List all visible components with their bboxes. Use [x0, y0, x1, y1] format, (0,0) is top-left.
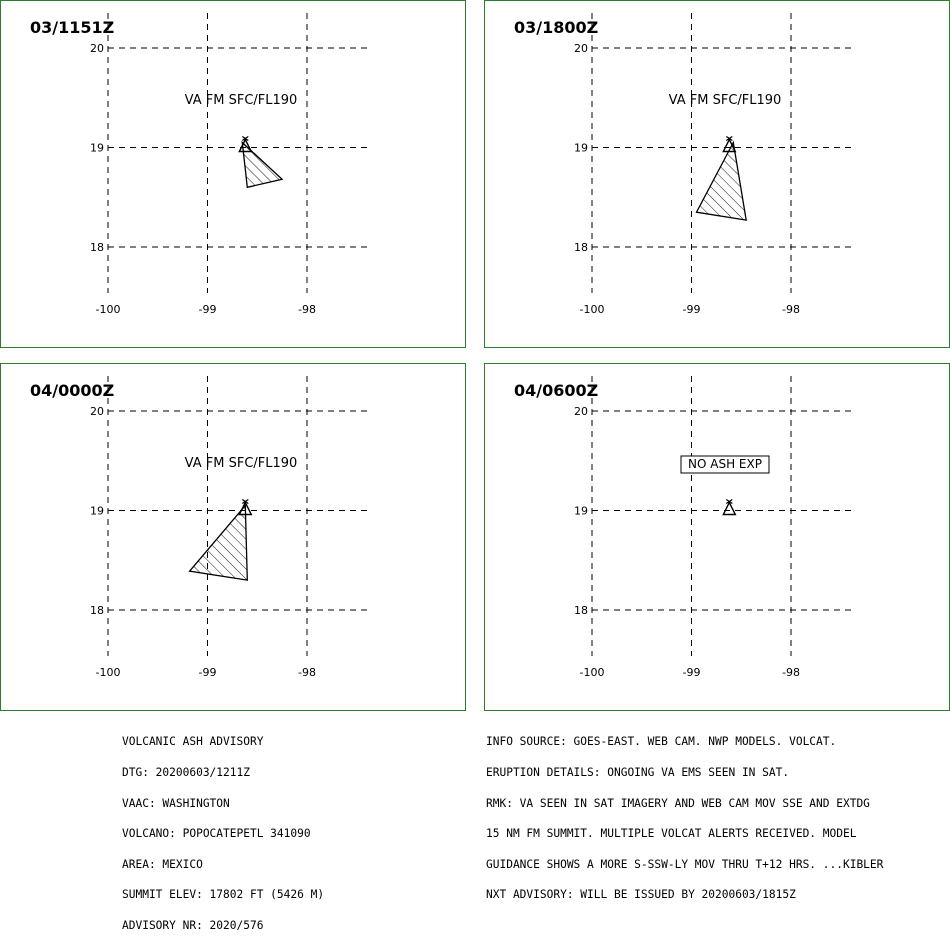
panel-time-label: 04/0000Z: [30, 381, 115, 400]
lon-tick-label: -99: [683, 666, 701, 679]
volcano-triangle-icon: [238, 136, 253, 153]
lon-tick-label: -99: [199, 666, 217, 679]
advisory-line: DTG: 20200603/1211Z: [122, 766, 250, 779]
ash-cloud-polygon: [241, 140, 284, 189]
lat-tick-label: 19: [574, 142, 588, 155]
lon-tick-label: -100: [580, 303, 605, 316]
ash-level-label: VA FM SFC/FL190: [185, 456, 298, 471]
panel-time-label: 03/1151Z: [30, 18, 115, 37]
volcano-triangle-icon: [722, 499, 737, 516]
lat-tick-label: 18: [574, 604, 588, 617]
map-panel-3: 20 19 18 -100 -99 -98 VA FM SFC/FL190 04/0000Z: [0, 363, 466, 711]
lon-tick-label: -98: [298, 303, 316, 316]
ash-level-label: VA FM SFC/FL190: [669, 93, 782, 108]
advisory-line: VOLCANO: POPOCATEPETL 341090: [122, 827, 311, 841]
lon-tick-label: -100: [96, 666, 121, 679]
lon-tick-label: -98: [782, 666, 800, 679]
lat-tick-label: 20: [574, 405, 588, 418]
no-ash-label-box: [680, 455, 770, 474]
lon-tick-label: -98: [782, 303, 800, 316]
lon-tick-label: -99: [683, 303, 701, 316]
map-panel-2: 20 19 18 -100 -99 -98 VA FM SFC/FL190 03/1800Z: [484, 0, 950, 348]
map-canvas-3: 20 19 18 -100 -99 -98 VA FM SFC/FL190: [90, 376, 371, 679]
lat-tick-label: 19: [90, 505, 104, 518]
map-panel-4: 20 19 18 -100 -99 -98 NO ASH EXP 04/0600Z: [484, 363, 950, 711]
lat-tick-label: 20: [90, 405, 104, 418]
lon-tick-label: -98: [298, 666, 316, 679]
advisory-line: VOLCANIC ASH ADVISORY: [122, 735, 264, 749]
remark-line: GUIDANCE SHOWS A MORE S-SSW-LY MOV THRU …: [486, 857, 884, 871]
remark-line: RMK: VA SEEN IN SAT IMAGERY AND WEB CAM …: [486, 796, 870, 810]
map-canvas-2: 20 19 18 -100 -99 -98 VA FM SFC/FL190: [574, 13, 855, 316]
remark-line: ERUPTION DETAILS: ONGOING VA EMS SEEN IN…: [486, 766, 790, 779]
lat-tick-label: 19: [574, 505, 588, 518]
volcano-triangle-icon: [722, 136, 737, 153]
remark-line: NXT ADVISORY: WILL BE ISSUED BY 20200603…: [486, 888, 796, 902]
lat-tick-label: 20: [574, 42, 588, 55]
advisory-line: VAAC: WASHINGTON: [122, 796, 230, 810]
no-ash-label: NO ASH EXP: [688, 457, 762, 471]
remark-line: INFO SOURCE: GOES-EAST. WEB CAM. NWP MOD…: [486, 735, 837, 749]
ash-cloud-polygon: [188, 503, 248, 581]
map-canvas-4: 20 19 18 -100 -99 -98 NO ASH EXP: [574, 376, 855, 679]
ash-cloud-polygon: [695, 140, 747, 221]
advisory-line: SUMMIT ELEV: 17802 FT (5426 M): [122, 888, 325, 902]
lat-tick-label: 18: [90, 604, 104, 617]
lon-tick-label: -100: [580, 666, 605, 679]
panel-time-label: 04/0600Z: [514, 381, 599, 400]
ash-level-label: VA FM SFC/FL190: [185, 93, 298, 108]
remark-line: 15 NM FM SUMMIT. MULTIPLE VOLCAT ALERTS …: [486, 827, 857, 841]
map-canvas-1: 20 19 18 -100 -99 -98 VA FM SFC/FL190: [90, 13, 371, 316]
lat-tick-label: 18: [90, 241, 104, 254]
lat-tick-label: 19: [90, 142, 104, 155]
lat-tick-label: 18: [574, 241, 588, 254]
advisory-line: AREA: MEXICO: [122, 857, 203, 871]
lon-tick-label: -99: [199, 303, 217, 316]
lon-tick-label: -100: [96, 303, 121, 316]
panel-time-label: 03/1800Z: [514, 18, 599, 37]
advisory-line: ADVISORY NR: 2020/576: [122, 918, 264, 932]
map-panel-1: 20 19 18 -100 -99 -98 VA FM SFC/FL190 03/1151Z: [0, 0, 466, 348]
lat-tick-label: 20: [90, 42, 104, 55]
volcano-triangle-icon: [238, 499, 253, 516]
advisory-remarks-block: INFO SOURCE: GOES-EAST. WEB CAM. NWP MOD…: [486, 717, 883, 911]
advisory-header-block: VOLCANIC ASH ADVISORY DTG: 20200603/1211…: [122, 717, 324, 941]
